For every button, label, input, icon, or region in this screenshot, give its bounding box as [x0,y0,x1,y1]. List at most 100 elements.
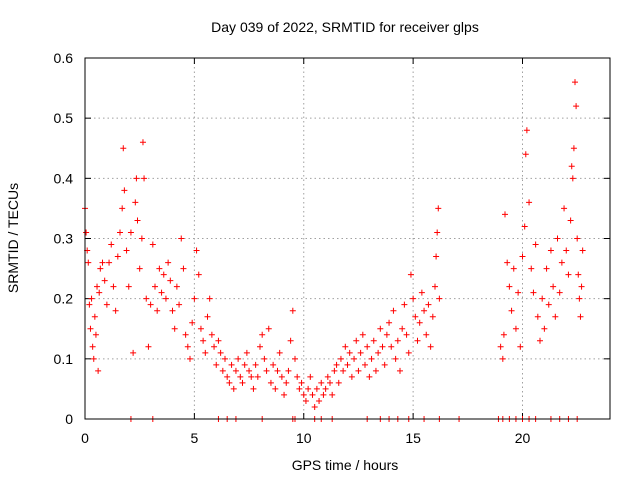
data-point [567,217,574,224]
data-point [106,259,113,266]
data-point [89,343,96,350]
data-point [206,295,213,302]
data-point [318,379,325,386]
data-point [263,367,270,374]
data-point [123,247,130,254]
chart-title: Day 039 of 2022, SRMTID for receiver glp… [211,19,479,35]
data-point [208,331,215,338]
y-tick-label: 0.3 [54,231,74,247]
data-point [344,361,351,368]
data-point [324,373,331,380]
y-tick-label: 0.4 [54,170,74,186]
data-point [556,289,563,296]
data-point [329,391,336,398]
data-point [427,343,434,350]
data-point [506,283,513,290]
x-tick-label: 0 [81,430,89,446]
data-point [259,331,266,338]
data-point [239,379,246,386]
data-point [512,325,519,332]
data-point [154,307,161,314]
data-point [133,175,140,182]
data-point [569,175,576,182]
data-point [394,337,401,344]
data-point [570,145,577,152]
data-point [348,373,355,380]
data-point [120,145,127,152]
data-point [355,367,362,374]
data-point [83,229,90,236]
data-point [346,349,353,356]
data-point [405,349,412,356]
data-point [246,367,253,374]
data-point [372,367,379,374]
x-tick-label: 20 [515,430,531,446]
data-point [114,253,121,260]
data-point [434,229,441,236]
data-point [274,367,281,374]
data-point [377,325,384,332]
data-point [335,379,342,386]
data-point [162,295,169,302]
data-point [572,79,578,86]
data-point [180,265,187,272]
y-tick-label: 0.2 [54,291,74,307]
data-point [132,199,139,206]
plot-frame [84,57,611,420]
data-points [82,79,586,422]
data-point [523,127,530,134]
data-point [565,271,572,278]
data-point [322,385,329,392]
data-point [88,295,95,302]
data-point [136,265,143,272]
data-point [145,343,152,350]
data-point [539,295,546,302]
data-point [388,343,395,350]
data-point [340,367,347,374]
data-point [401,301,408,308]
x-axis-label: GPS time / hours [292,457,399,473]
data-point [276,349,283,356]
data-point [270,361,277,368]
data-point [390,307,397,314]
data-point [156,265,163,272]
data-point [386,319,393,326]
tick-labels: 0 0.1 0.2 0.3 0.4 0.5 0.6 0 5 10 15 20 [54,50,531,446]
data-point [285,367,292,374]
data-point [92,331,99,338]
data-point [281,391,288,398]
data-point [576,295,583,302]
data-point [302,397,309,404]
data-point [158,289,165,296]
data-point [101,277,108,284]
data-point [543,265,550,272]
data-point [436,295,443,302]
data-point [504,259,511,266]
data-point [184,343,191,350]
data-point [230,385,237,392]
data-point [403,331,410,338]
data-point [432,283,438,290]
data-point [316,397,323,404]
data-point [383,331,390,338]
data-point [292,355,298,362]
data-point [130,349,137,356]
data-point [250,385,257,392]
data-point [305,385,312,392]
data-point [182,331,189,338]
data-point [261,355,268,362]
data-point [311,403,318,410]
y-axis-label: SRMTID / TECUs [5,183,21,293]
data-point [232,367,239,374]
data-point [237,373,244,380]
data-point [267,379,274,386]
data-point [272,385,279,392]
data-point [143,295,150,302]
y-tick-label: 0 [65,411,73,427]
data-point [252,361,259,368]
data-point [416,319,423,326]
data-point [362,361,368,368]
data-point [224,373,231,380]
data-point [257,343,263,350]
data-point [191,295,198,302]
